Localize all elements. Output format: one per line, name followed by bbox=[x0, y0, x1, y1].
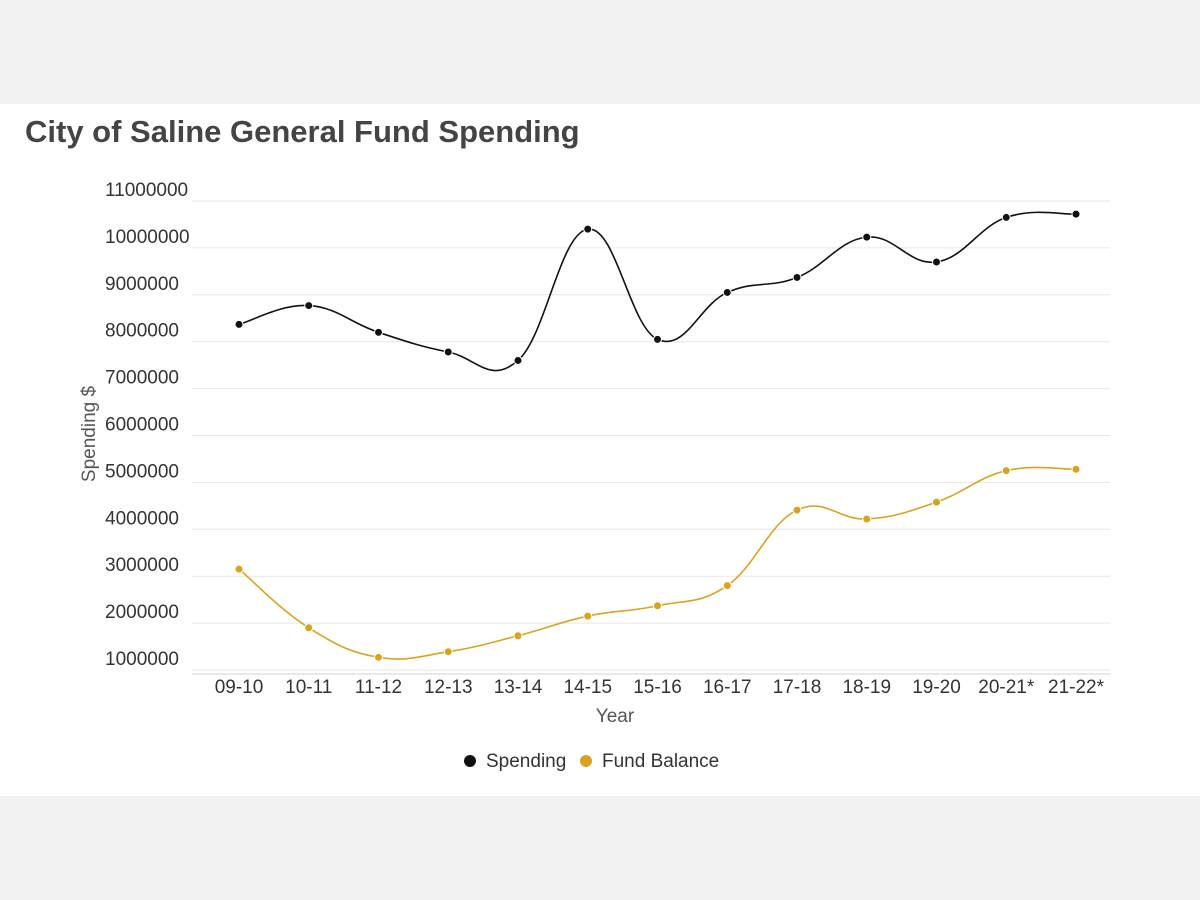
data-point[interactable] bbox=[862, 514, 872, 524]
line-chart: 1000000 2000000 3000000 4000000 5000000 60000… bbox=[79, 180, 1110, 772]
data-point[interactable] bbox=[583, 224, 593, 234]
data-point[interactable] bbox=[792, 505, 802, 515]
x-tick-label: 11-12 bbox=[355, 677, 402, 698]
x-axis-title: Year bbox=[596, 706, 635, 727]
data-point[interactable] bbox=[653, 334, 662, 344]
data-point[interactable] bbox=[1071, 209, 1081, 219]
series-line bbox=[238, 211, 1077, 372]
chart-title: City of Saline General Fund Spending bbox=[25, 114, 580, 149]
y-tick-label: 10000000 bbox=[105, 227, 190, 248]
data-point[interactable] bbox=[722, 287, 732, 297]
data-point[interactable] bbox=[1001, 466, 1011, 476]
y-axis-ticks: 1000000 2000000 3000000 4000000 5000000 60000… bbox=[105, 180, 190, 670]
y-tick-label: 2000000 bbox=[105, 602, 179, 623]
legend-item[interactable]: Fund Balance bbox=[580, 751, 719, 772]
y-tick-label: 4000000 bbox=[105, 508, 179, 529]
x-tick-label: 14-15 bbox=[563, 677, 612, 698]
data-point[interactable] bbox=[653, 601, 662, 611]
data-point[interactable] bbox=[234, 319, 244, 329]
x-axis-ticks: 09-10 10-11 11-12 12-13 13-14 14-15 15-16 16-17… bbox=[215, 677, 1105, 698]
chart-card: City of Saline General Fund Spending 100… bbox=[0, 104, 1200, 796]
legend: Spending Fund Balance bbox=[464, 751, 719, 772]
x-tick-label: 19-20 bbox=[912, 677, 961, 698]
data-point[interactable] bbox=[1001, 212, 1011, 222]
data-point[interactable] bbox=[374, 327, 383, 337]
x-tick-label: 18-19 bbox=[842, 677, 891, 698]
data-point[interactable] bbox=[583, 611, 593, 621]
data-point[interactable] bbox=[443, 647, 453, 657]
x-tick-label: 21-22* bbox=[1048, 677, 1105, 698]
x-tick-label: 20-21* bbox=[978, 677, 1035, 698]
y-tick-label: 11000000 bbox=[105, 180, 188, 201]
y-tick-label: 1000000 bbox=[105, 649, 179, 670]
data-point[interactable] bbox=[722, 581, 732, 591]
series-layer bbox=[234, 209, 1081, 662]
y-tick-label: 5000000 bbox=[105, 461, 179, 482]
data-point[interactable] bbox=[792, 272, 802, 282]
legend-item[interactable]: Spending bbox=[464, 751, 566, 772]
data-point[interactable] bbox=[932, 497, 941, 507]
series-fund-balance bbox=[234, 464, 1081, 662]
series-line bbox=[238, 466, 1077, 660]
data-point[interactable] bbox=[234, 564, 244, 574]
legend-marker bbox=[464, 755, 476, 767]
gridlines bbox=[192, 200, 1110, 675]
series-spending bbox=[234, 209, 1081, 372]
x-tick-label: 09-10 bbox=[215, 677, 264, 698]
data-point[interactable] bbox=[932, 257, 941, 267]
data-point[interactable] bbox=[513, 355, 523, 365]
legend-label: Spending bbox=[486, 751, 566, 772]
data-point[interactable] bbox=[304, 301, 314, 311]
data-point[interactable] bbox=[1071, 464, 1081, 474]
x-tick-label: 16-17 bbox=[703, 677, 752, 698]
y-tick-label: 8000000 bbox=[105, 321, 179, 342]
x-tick-label: 15-16 bbox=[633, 677, 682, 698]
legend-label: Fund Balance bbox=[602, 751, 719, 772]
data-point[interactable] bbox=[304, 623, 314, 633]
data-point[interactable] bbox=[862, 232, 872, 242]
y-axis-title: Spending $ bbox=[79, 386, 100, 483]
x-tick-label: 17-18 bbox=[773, 677, 822, 698]
y-tick-label: 7000000 bbox=[105, 368, 179, 389]
y-tick-label: 9000000 bbox=[105, 274, 179, 295]
data-point[interactable] bbox=[513, 631, 523, 641]
x-tick-label: 10-11 bbox=[285, 677, 332, 698]
x-tick-label: 13-14 bbox=[494, 677, 543, 698]
data-point[interactable] bbox=[374, 652, 383, 662]
y-tick-label: 6000000 bbox=[105, 415, 179, 436]
y-tick-label: 3000000 bbox=[105, 555, 179, 576]
data-point[interactable] bbox=[443, 347, 453, 357]
legend-marker bbox=[580, 755, 592, 767]
x-tick-label: 12-13 bbox=[424, 677, 473, 698]
